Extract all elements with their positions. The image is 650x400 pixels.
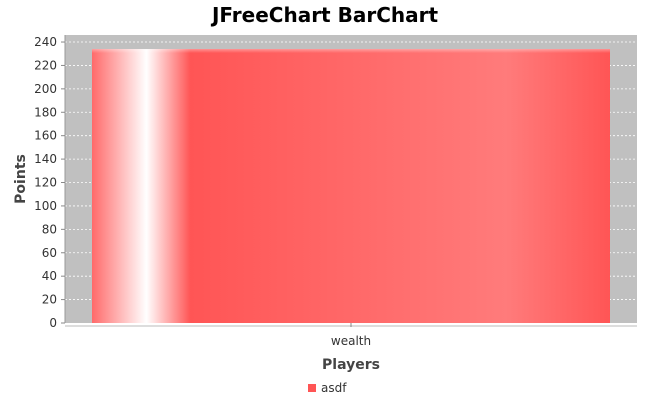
- x-axis-title: Players: [322, 357, 380, 373]
- legend-swatch-asdf: [308, 384, 316, 392]
- y-axis-ticks: 0 20 40 60 80 100 120 140 160 180 200 220 240: [34, 35, 65, 330]
- legend: asdf: [308, 381, 346, 395]
- x-axis-ticks: wealth: [331, 323, 371, 348]
- y-axis-title: Points: [13, 154, 29, 204]
- y-tick-label: 160: [34, 129, 57, 143]
- y-tick-label: 180: [34, 105, 57, 119]
- y-tick-label: 100: [34, 199, 57, 213]
- y-tick-label: 140: [34, 152, 57, 166]
- bar-top-highlight: [92, 49, 610, 54]
- bar-wealth: [92, 49, 610, 324]
- bars: [92, 49, 610, 324]
- y-tick-label: 200: [34, 82, 57, 96]
- y-tick-label: 0: [49, 316, 57, 330]
- y-tick-label: 220: [34, 58, 57, 72]
- legend-label-asdf: asdf: [321, 381, 347, 395]
- x-tick-label: wealth: [331, 334, 371, 348]
- y-tick-label: 120: [34, 176, 57, 190]
- chart-title: JFreeChart BarChart: [211, 3, 439, 27]
- y-tick-label: 60: [42, 246, 57, 260]
- y-tick-label: 20: [42, 293, 57, 307]
- y-tick-label: 40: [42, 269, 57, 283]
- y-tick-label: 240: [34, 35, 57, 49]
- y-tick-label: 80: [42, 222, 57, 236]
